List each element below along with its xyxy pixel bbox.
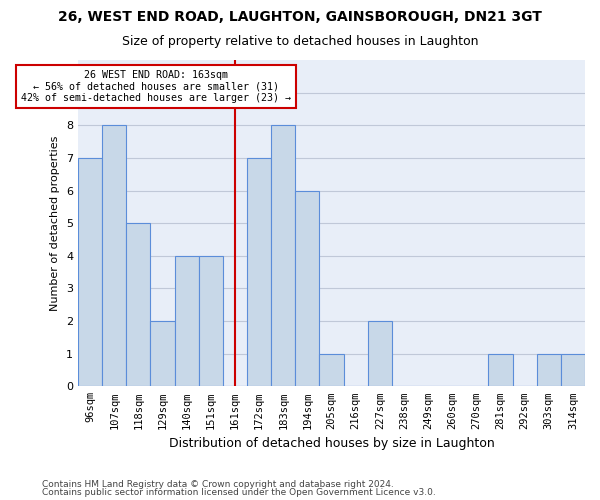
- Bar: [271, 126, 295, 386]
- Bar: [102, 126, 127, 386]
- Bar: [561, 354, 585, 386]
- Bar: [537, 354, 561, 386]
- Text: Contains public sector information licensed under the Open Government Licence v3: Contains public sector information licen…: [42, 488, 436, 497]
- Bar: [127, 223, 151, 386]
- Bar: [488, 354, 512, 386]
- Text: 26, WEST END ROAD, LAUGHTON, GAINSBOROUGH, DN21 3GT: 26, WEST END ROAD, LAUGHTON, GAINSBOROUG…: [58, 10, 542, 24]
- Bar: [319, 354, 344, 386]
- Bar: [199, 256, 223, 386]
- Bar: [368, 321, 392, 386]
- Y-axis label: Number of detached properties: Number of detached properties: [50, 136, 61, 311]
- Text: Contains HM Land Registry data © Crown copyright and database right 2024.: Contains HM Land Registry data © Crown c…: [42, 480, 394, 489]
- X-axis label: Distribution of detached houses by size in Laughton: Distribution of detached houses by size …: [169, 437, 494, 450]
- Bar: [151, 321, 175, 386]
- Bar: [175, 256, 199, 386]
- Text: Size of property relative to detached houses in Laughton: Size of property relative to detached ho…: [122, 35, 478, 48]
- Bar: [78, 158, 102, 386]
- Bar: [247, 158, 271, 386]
- Bar: [295, 190, 319, 386]
- Text: 26 WEST END ROAD: 163sqm
← 56% of detached houses are smaller (31)
42% of semi-d: 26 WEST END ROAD: 163sqm ← 56% of detach…: [22, 70, 292, 103]
